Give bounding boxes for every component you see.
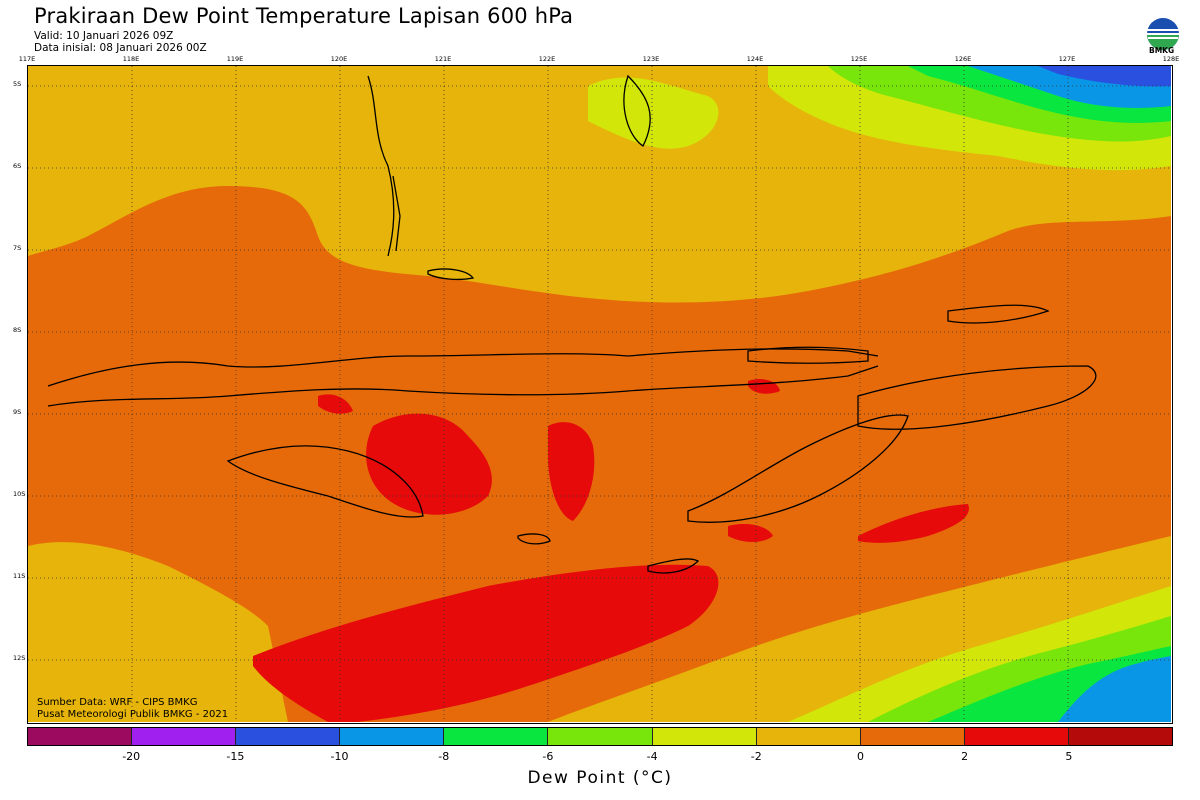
lon-label: 123E <box>642 55 660 63</box>
colorbar-segment <box>652 728 757 745</box>
field-red-east <box>858 504 969 543</box>
field-yellow-north <box>588 77 719 149</box>
lat-label: 10S <box>13 490 26 498</box>
lon-label: 124E <box>746 55 764 63</box>
field-red-central <box>366 413 492 515</box>
lat-label: 11S <box>13 572 26 580</box>
init-time: Data inisial: 08 Januari 2026 00Z <box>34 42 207 54</box>
coast-buton <box>623 74 651 147</box>
colorbar-tick-label: -4 <box>646 750 658 763</box>
lon-label: 120E <box>330 55 348 63</box>
coast-sawu <box>517 533 551 545</box>
lat-label: 12S <box>13 654 26 662</box>
lat-label: 6S <box>13 162 22 170</box>
field-blue-northeast <box>1038 66 1171 87</box>
data-source: Sumber Data: WRF - CIPS BMKG <box>37 697 198 708</box>
lon-label: 117E <box>18 55 36 63</box>
page-title: Prakiraan Dew Point Temperature Lapisan … <box>34 4 574 28</box>
field-red-small2 <box>728 524 773 542</box>
dew-point-map <box>27 65 1173 724</box>
bmkg-logo-icon <box>1147 18 1179 50</box>
valid-time: Valid: 10 Januari 2026 09Z <box>34 30 174 42</box>
coastlines <box>47 74 1097 574</box>
colorbar-title: Dew Point (°C) <box>527 768 673 788</box>
colorbar-segment <box>444 728 549 745</box>
organization: Pusat Meteorologi Publik BMKG - 2021 <box>37 709 229 720</box>
colorbar-tick-label: 2 <box>961 750 969 763</box>
colorbar-tick-label: -8 <box>438 750 450 763</box>
coast-rote <box>647 558 700 574</box>
colorbar-tick-label: -10 <box>330 750 349 763</box>
lon-label: 127E <box>1058 55 1076 63</box>
colorbar-tick-label: -2 <box>750 750 762 763</box>
field-sky-southeast <box>1058 656 1171 722</box>
lat-label: 9S <box>13 408 22 416</box>
coast-sumba <box>226 445 424 518</box>
field-red-center2 <box>548 422 595 521</box>
colorbar-segment <box>756 728 861 745</box>
lon-label: 126E <box>954 55 972 63</box>
colorbar-segment <box>548 728 653 745</box>
colorbar-segment <box>964 728 1069 745</box>
lon-label: 122E <box>538 55 556 63</box>
colorbar-segment <box>28 728 133 745</box>
coast-sulawesi-south <box>367 75 395 257</box>
coast-alor <box>747 346 869 364</box>
lon-label: 121E <box>434 55 452 63</box>
colorbar-tick-label: -15 <box>226 750 245 763</box>
lon-label: 119E <box>226 55 244 63</box>
lon-label: 125E <box>850 55 868 63</box>
colorbar-segment <box>236 728 341 745</box>
colorbar-segment <box>860 728 965 745</box>
colorbar-segment <box>340 728 445 745</box>
lat-lon-grid <box>28 66 1171 722</box>
lat-label: 7S <box>13 244 22 252</box>
lon-label: 118E <box>122 55 140 63</box>
colorbar-segment <box>132 728 237 745</box>
field-amber-south <box>28 542 288 722</box>
coast-flores-south <box>47 365 879 407</box>
lat-label: 8S <box>13 326 22 334</box>
colorbar <box>27 727 1173 746</box>
lon-label: 128E <box>1162 55 1180 63</box>
coast-wetar <box>947 304 1050 324</box>
map-canvas <box>28 66 1171 722</box>
colorbar-tick-label: 5 <box>1065 750 1073 763</box>
colorbar-tick-label: -20 <box>122 750 141 763</box>
logo-text: BMKG <box>1149 46 1175 55</box>
lat-label: 5S <box>13 80 22 88</box>
coast-flores-sea-islands <box>427 268 475 281</box>
coast-timor <box>687 414 909 523</box>
field-red-small1 <box>318 394 353 414</box>
field-red-south <box>253 564 719 722</box>
colorbar-tick-label: -6 <box>542 750 554 763</box>
colorbar-segment <box>1068 728 1173 745</box>
coast-selayar <box>392 175 401 252</box>
coast-flores-north <box>47 348 879 387</box>
colorbar-tick-label: 0 <box>856 750 864 763</box>
coast-timor-leste-outline <box>857 365 1097 430</box>
